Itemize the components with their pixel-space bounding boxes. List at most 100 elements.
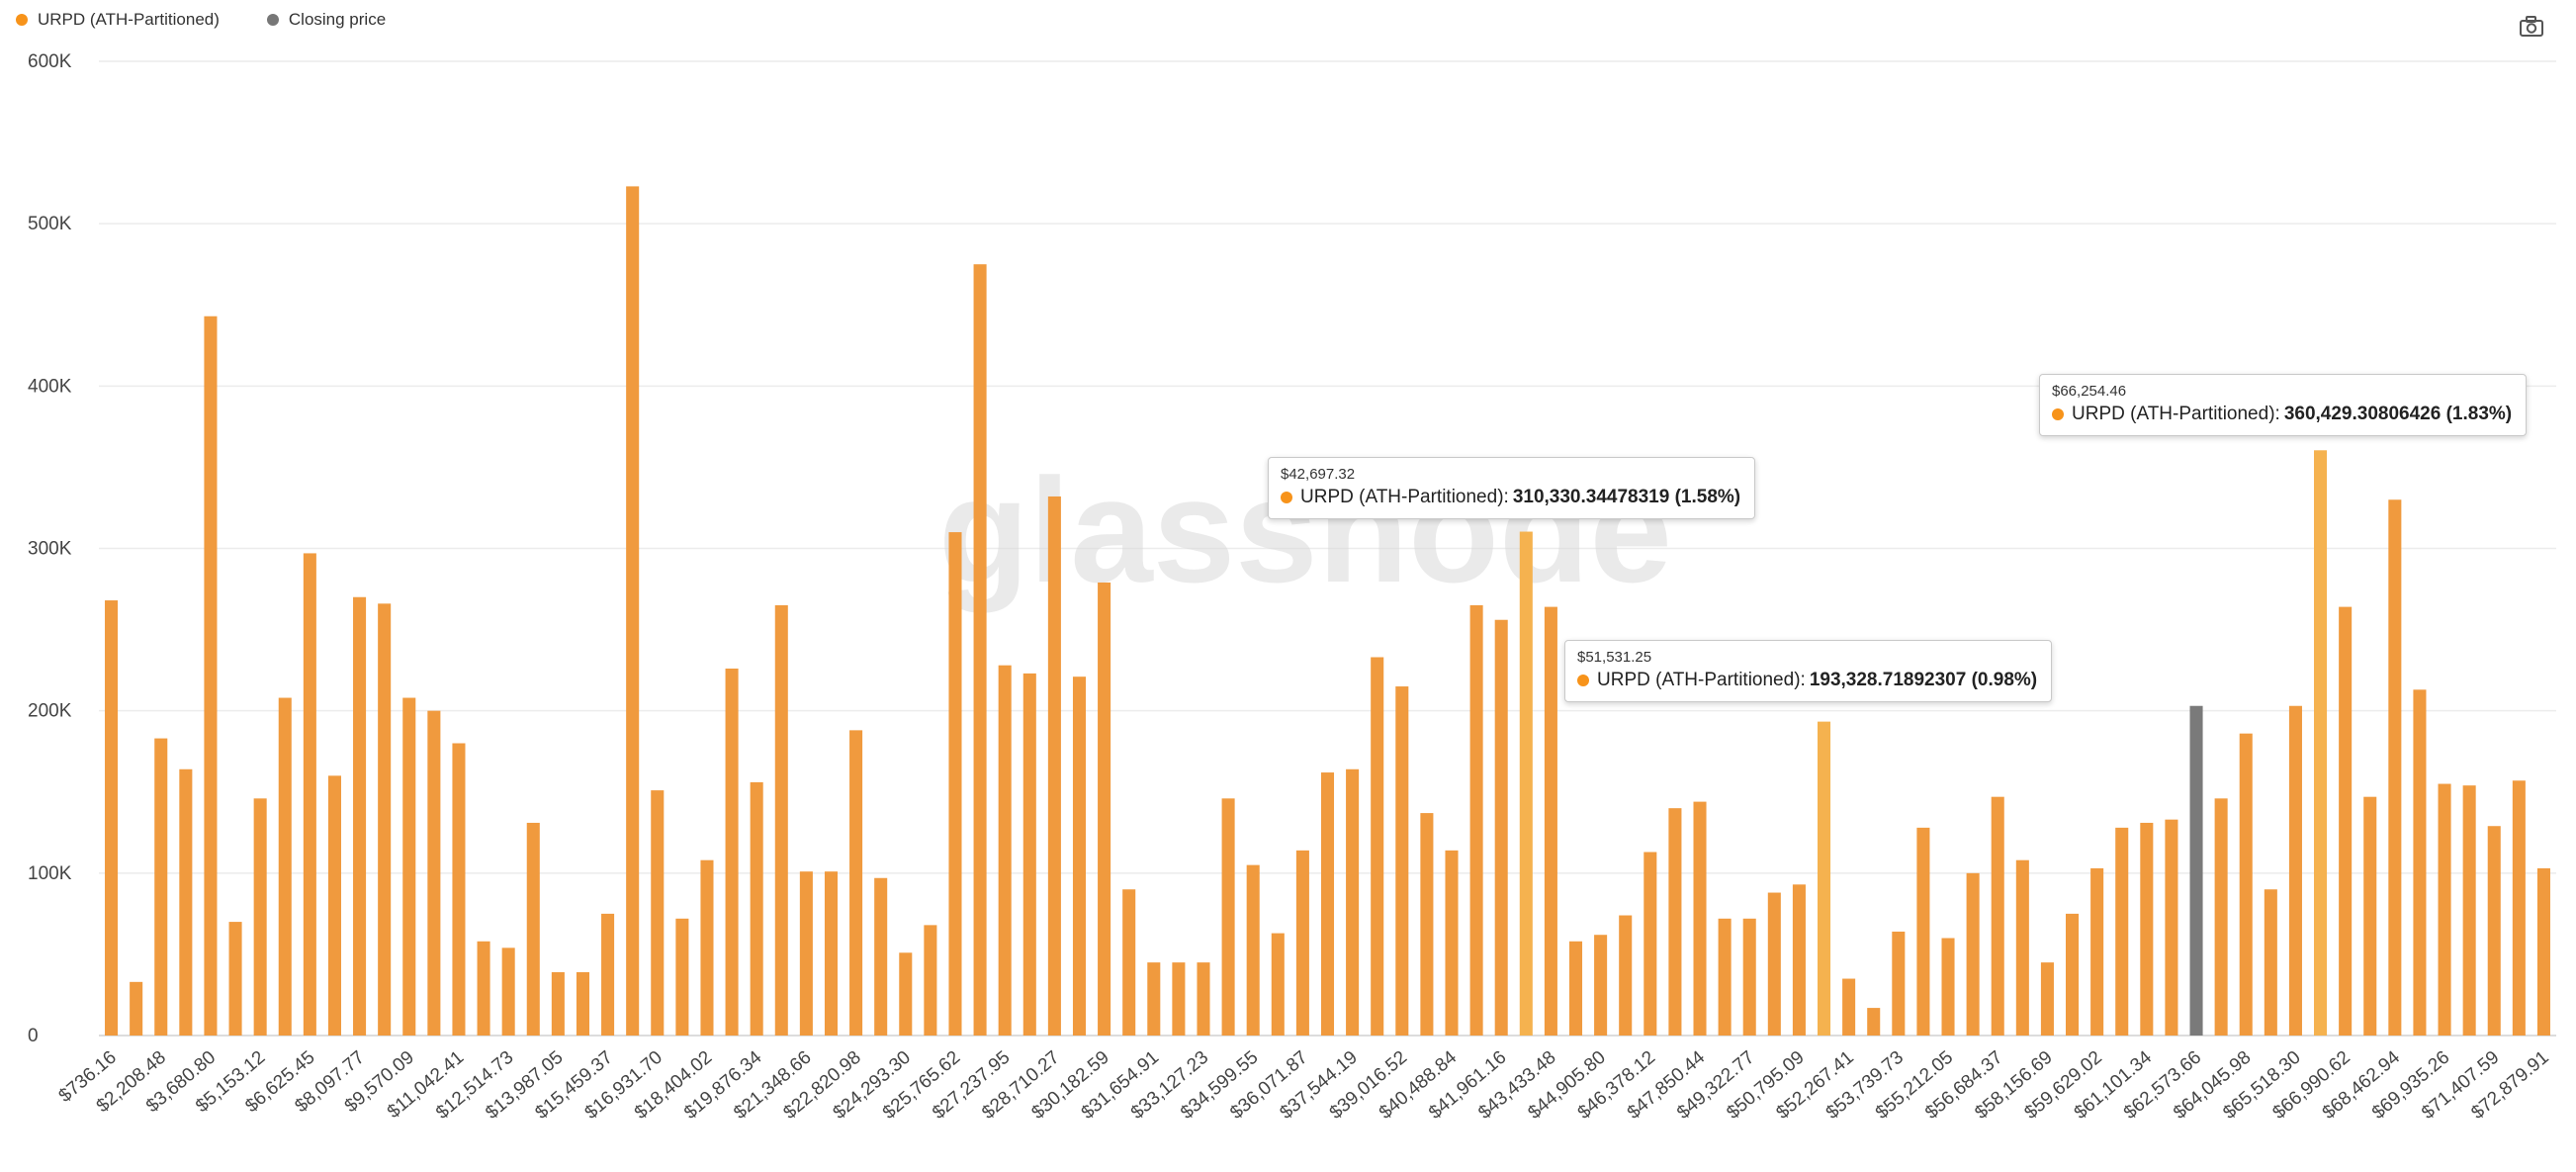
bar[interactable] [2512, 780, 2526, 1036]
bar[interactable] [998, 665, 1012, 1036]
bar[interactable] [1619, 915, 1633, 1036]
bar[interactable] [1320, 772, 1335, 1036]
bar[interactable] [1295, 850, 1309, 1036]
bar[interactable] [1469, 604, 1483, 1036]
camera-icon[interactable] [2517, 12, 2546, 42]
bar[interactable] [1594, 935, 1608, 1036]
bar[interactable] [204, 316, 218, 1036]
bar[interactable] [427, 710, 441, 1036]
bar[interactable] [2487, 826, 2501, 1036]
bar[interactable] [253, 798, 267, 1036]
bar-highlighted[interactable] [2314, 450, 2328, 1036]
bar[interactable] [1494, 619, 1508, 1036]
bar[interactable] [1568, 941, 1583, 1036]
bar[interactable] [1643, 852, 1657, 1036]
bar[interactable] [1892, 931, 1906, 1036]
bar[interactable] [1941, 938, 1955, 1037]
bar[interactable] [1693, 801, 1707, 1036]
bar[interactable] [1916, 827, 1930, 1036]
bar[interactable] [1047, 496, 1061, 1036]
bar[interactable] [154, 738, 168, 1036]
bar[interactable] [924, 925, 937, 1036]
bar[interactable] [1371, 657, 1384, 1036]
bar[interactable] [2288, 705, 2302, 1036]
bar[interactable] [1668, 808, 1682, 1036]
bar[interactable] [1197, 962, 1210, 1036]
bar-highlighted[interactable] [1519, 531, 1533, 1036]
bar[interactable] [973, 264, 987, 1036]
bar[interactable] [2040, 962, 2054, 1036]
bar[interactable] [1420, 813, 1434, 1036]
bar[interactable] [1221, 798, 1235, 1036]
bar[interactable] [2363, 796, 2377, 1036]
bar[interactable] [105, 600, 119, 1036]
bar[interactable] [353, 596, 367, 1036]
bar[interactable] [725, 668, 739, 1036]
bar[interactable] [327, 775, 341, 1036]
bar[interactable] [278, 697, 292, 1036]
bar[interactable] [2115, 827, 2129, 1036]
bar[interactable] [2090, 867, 2104, 1036]
bar[interactable] [1072, 676, 1087, 1036]
bar[interactable] [1544, 606, 1557, 1036]
bar[interactable] [1395, 686, 1409, 1036]
bar[interactable] [2536, 867, 2550, 1036]
bar[interactable] [1867, 1008, 1881, 1036]
bar[interactable] [874, 877, 888, 1036]
bar[interactable] [1147, 962, 1161, 1036]
bar[interactable] [2339, 606, 2353, 1036]
bar[interactable] [228, 922, 242, 1036]
bar[interactable] [1718, 918, 1732, 1036]
bar[interactable] [477, 941, 490, 1036]
bar[interactable] [774, 604, 788, 1036]
bar[interactable] [1792, 884, 1806, 1036]
bar[interactable] [402, 697, 416, 1036]
bar[interactable] [1445, 850, 1459, 1036]
bar[interactable] [526, 822, 540, 1036]
bar[interactable] [1271, 933, 1285, 1036]
bar[interactable] [179, 768, 193, 1036]
legend-item-closing-price[interactable]: Closing price [266, 10, 386, 30]
bar[interactable] [1742, 918, 1756, 1036]
bar[interactable] [849, 730, 863, 1036]
bar[interactable] [576, 971, 589, 1036]
bar[interactable] [601, 913, 615, 1036]
bar[interactable] [824, 871, 839, 1036]
bar[interactable] [378, 603, 392, 1036]
bar[interactable] [948, 532, 962, 1036]
bar[interactable] [651, 790, 665, 1036]
bar[interactable] [2388, 499, 2402, 1036]
bar-highlighted[interactable] [1817, 721, 1831, 1036]
bar[interactable] [2264, 889, 2277, 1036]
bar[interactable] [2140, 822, 2154, 1036]
bar[interactable] [2239, 733, 2253, 1036]
bar[interactable] [551, 971, 565, 1036]
legend-item-urpd[interactable]: URPD (ATH-Partitioned) [16, 10, 220, 30]
bar[interactable] [1767, 892, 1781, 1036]
bar[interactable] [1346, 768, 1360, 1036]
bar[interactable] [2438, 783, 2451, 1036]
bar-closing-price[interactable] [2189, 705, 2203, 1036]
bar[interactable] [1098, 582, 1111, 1036]
bar[interactable] [1122, 889, 1136, 1036]
bar[interactable] [452, 743, 466, 1037]
bar[interactable] [130, 981, 143, 1036]
bar[interactable] [799, 871, 813, 1036]
bar[interactable] [1991, 796, 2004, 1036]
bar[interactable] [700, 859, 714, 1036]
bar[interactable] [1172, 962, 1186, 1036]
bar[interactable] [2462, 785, 2476, 1036]
bar[interactable] [2165, 819, 2178, 1036]
bar[interactable] [2015, 859, 2029, 1036]
bar[interactable] [1246, 864, 1260, 1036]
bar[interactable] [2214, 798, 2228, 1036]
bar[interactable] [750, 781, 763, 1036]
bar[interactable] [899, 952, 913, 1036]
bar[interactable] [675, 918, 689, 1036]
bar[interactable] [501, 947, 515, 1036]
bar[interactable] [2066, 913, 2080, 1036]
bar[interactable] [626, 186, 640, 1037]
bar[interactable] [303, 553, 316, 1036]
bar[interactable] [1842, 978, 1856, 1036]
bar[interactable] [1966, 872, 1980, 1036]
